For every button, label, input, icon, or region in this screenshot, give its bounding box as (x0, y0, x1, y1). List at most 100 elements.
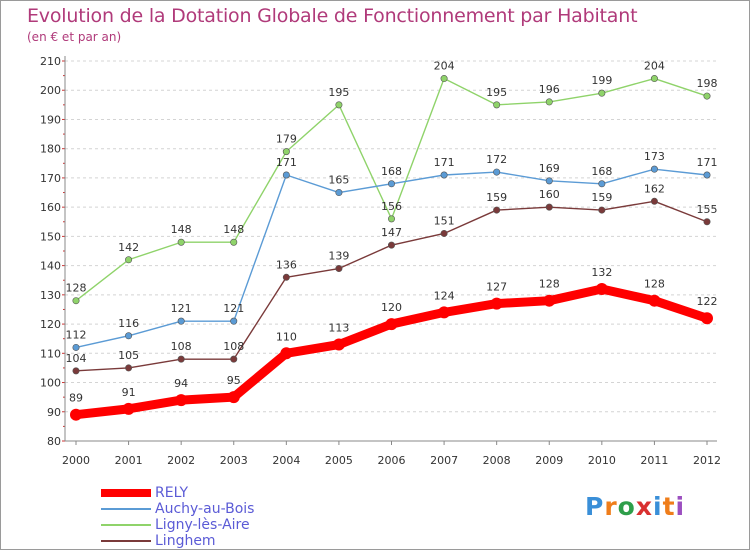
x-tick-label-2004: 2004 (272, 454, 300, 467)
logo-letter: o (617, 492, 636, 521)
y-tick-label-130: 130 (40, 289, 61, 302)
point-auchy-au-bois-2004 (282, 171, 290, 179)
point-auchy-au-bois-2002 (177, 317, 185, 325)
point-linghem-2011 (650, 197, 658, 205)
x-tick-label-2005: 2005 (325, 454, 353, 467)
point-rely-2012 (701, 312, 713, 325)
point-auchy-au-bois-2011 (650, 165, 658, 173)
data-label-linghem-2010: 159 (591, 191, 612, 204)
data-label-auchy-au-bois-2003: 121 (223, 302, 244, 315)
point-rely-2002 (175, 394, 188, 407)
point-auchy-au-bois-2007 (440, 171, 448, 179)
point-auchy-au-bois-2006 (387, 180, 395, 188)
data-label-rely-2003: 95 (227, 374, 241, 387)
point-linghem-2005 (335, 265, 343, 273)
data-label-linghem-2001: 105 (118, 349, 139, 362)
data-label-ligny-les-aire-2010: 199 (591, 74, 612, 87)
legend-label-linghem: Linghem (155, 533, 216, 549)
point-linghem-2003 (230, 355, 238, 363)
data-label-rely-2009: 128 (539, 278, 560, 291)
logo-letter: P (585, 492, 605, 521)
axes: 8090100110120130140150160170180190200210… (40, 55, 721, 467)
data-label-ligny-les-aire-2002: 148 (171, 223, 192, 236)
point-rely-2009 (543, 294, 556, 307)
point-rely-2005 (332, 338, 345, 351)
point-rely-2010 (595, 283, 608, 295)
x-tick-label-2008: 2008 (483, 454, 511, 467)
series-line-ligny-les-aire (75, 77, 708, 302)
legend-swatch-linghem (101, 540, 151, 542)
data-label-rely-2011: 128 (644, 278, 665, 291)
data-label-rely-2005: 113 (328, 322, 349, 335)
data-label-rely-2007: 124 (434, 289, 455, 302)
data-label-ligny-les-aire-2007: 204 (434, 60, 455, 73)
point-rely-2008 (490, 297, 503, 310)
logo-letter: i (675, 492, 686, 521)
data-label-ligny-les-aire-2004: 179 (276, 133, 297, 146)
point-ligny-les-aire-2012 (703, 92, 711, 100)
legend-label-auchy-au-bois: Auchy-au-Bois (155, 501, 255, 517)
point-ligny-les-aire-2007 (440, 75, 448, 83)
data-label-linghem-2008: 159 (486, 191, 507, 204)
legend-swatch-ligny-les-aire (101, 524, 151, 526)
x-tick-label-2003: 2003 (220, 454, 248, 467)
x-tick-label-2007: 2007 (430, 454, 458, 467)
data-label-auchy-au-bois-2004: 171 (276, 156, 297, 169)
legend-item-rely: RELY (101, 485, 254, 501)
point-ligny-les-aire-2004 (282, 148, 290, 156)
data-label-ligny-les-aire-2001: 142 (118, 241, 139, 254)
point-auchy-au-bois-2009 (545, 177, 553, 185)
data-label-auchy-au-bois-2012: 171 (697, 156, 718, 169)
point-linghem-2002 (177, 355, 185, 363)
x-tick-label-2009: 2009 (535, 454, 563, 467)
legend-label-rely: RELY (155, 485, 189, 501)
data-label-ligny-les-aire-2000: 128 (66, 282, 87, 295)
y-tick-label-80: 80 (47, 435, 61, 448)
y-tick-label-110: 110 (40, 347, 61, 360)
data-label-linghem-2007: 151 (434, 214, 455, 227)
data-label-auchy-au-bois-2001: 116 (118, 317, 139, 330)
data-label-rely-2006: 120 (381, 301, 402, 314)
data-label-rely-2000: 89 (69, 392, 83, 405)
point-ligny-les-aire-2008 (493, 101, 501, 109)
y-tick-label-120: 120 (40, 318, 61, 331)
data-label-rely-2001: 91 (122, 386, 136, 399)
data-label-linghem-2002: 108 (171, 340, 192, 353)
y-tick-label-100: 100 (40, 377, 61, 390)
x-tick-label-2006: 2006 (378, 454, 406, 467)
data-label-ligny-les-aire-2008: 195 (486, 86, 507, 99)
point-auchy-au-bois-2010 (598, 180, 606, 188)
data-label-auchy-au-bois-2007: 171 (434, 156, 455, 169)
point-ligny-les-aire-2011 (650, 75, 658, 83)
y-tick-label-210: 210 (40, 55, 61, 68)
data-label-linghem-2006: 147 (381, 226, 402, 239)
point-rely-2007 (438, 306, 451, 319)
y-tick-label-140: 140 (40, 260, 61, 273)
logo-letter: r (604, 492, 618, 521)
y-tick-label-150: 150 (40, 230, 61, 243)
data-label-auchy-au-bois-2002: 121 (171, 302, 192, 315)
point-rely-2004 (280, 347, 293, 360)
data-label-rely-2004: 110 (276, 330, 297, 343)
data-label-ligny-les-aire-2009: 196 (539, 83, 560, 96)
data-label-linghem-2009: 160 (539, 188, 560, 201)
y-tick-label-170: 170 (40, 172, 61, 185)
proxiti-logo: Proxiti (585, 492, 685, 521)
data-label-auchy-au-bois-2000: 112 (66, 328, 87, 341)
point-linghem-2010 (598, 206, 606, 214)
data-label-rely-2010: 132 (591, 266, 612, 279)
data-label-rely-2002: 94 (174, 377, 188, 390)
data-label-auchy-au-bois-2010: 168 (591, 165, 612, 178)
y-tick-label-180: 180 (40, 143, 61, 156)
point-linghem-2009 (545, 203, 553, 211)
data-label-auchy-au-bois-2006: 168 (381, 165, 402, 178)
point-auchy-au-bois-2012 (703, 171, 711, 179)
point-ligny-les-aire-2002 (177, 238, 185, 246)
data-label-ligny-les-aire-2012: 198 (697, 77, 718, 90)
legend-label-ligny-les-aire: Ligny-lès-Aire (155, 517, 250, 533)
logo-letter: x (635, 492, 653, 521)
point-auchy-au-bois-2001 (125, 332, 133, 340)
data-label-ligny-les-aire-2011: 204 (644, 60, 665, 73)
